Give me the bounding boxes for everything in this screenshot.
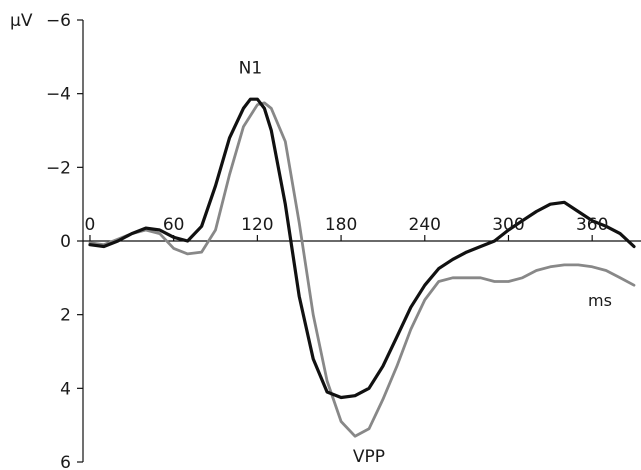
x-tick-label: 60 (163, 215, 185, 235)
y-tick-label: −4 (46, 85, 71, 105)
x-axis-label: ms (588, 291, 612, 310)
series-line-1 (88, 97, 636, 400)
y-tick-label: −2 (46, 158, 71, 178)
annotation-vpp: VPP (353, 447, 385, 467)
y-tick-label: −6 (46, 11, 71, 31)
x-tick-label: 180 (325, 215, 357, 235)
x-tick-label: 120 (241, 215, 273, 235)
x-tick-label: 0 (85, 215, 96, 235)
x-tick-label: 240 (409, 215, 441, 235)
y-axis-label: μV (10, 11, 33, 31)
y-tick-label: 4 (60, 379, 71, 399)
annotation-n1: N1 (239, 58, 263, 78)
series-line-2 (88, 101, 636, 438)
y-tick-label: 0 (60, 232, 71, 252)
y-tick-label: 6 (60, 453, 71, 470)
axes (77, 19, 641, 463)
label-layer: −6 −4 −2 0 2 4 6 μV 0 60 120 180 240 300 360 ms N1 VPP (10, 11, 612, 470)
x-tick-label: 300 (492, 215, 524, 235)
y-tick-label: 2 (60, 306, 71, 326)
series-layer (88, 97, 636, 438)
x-tick-label: 360 (576, 215, 608, 235)
